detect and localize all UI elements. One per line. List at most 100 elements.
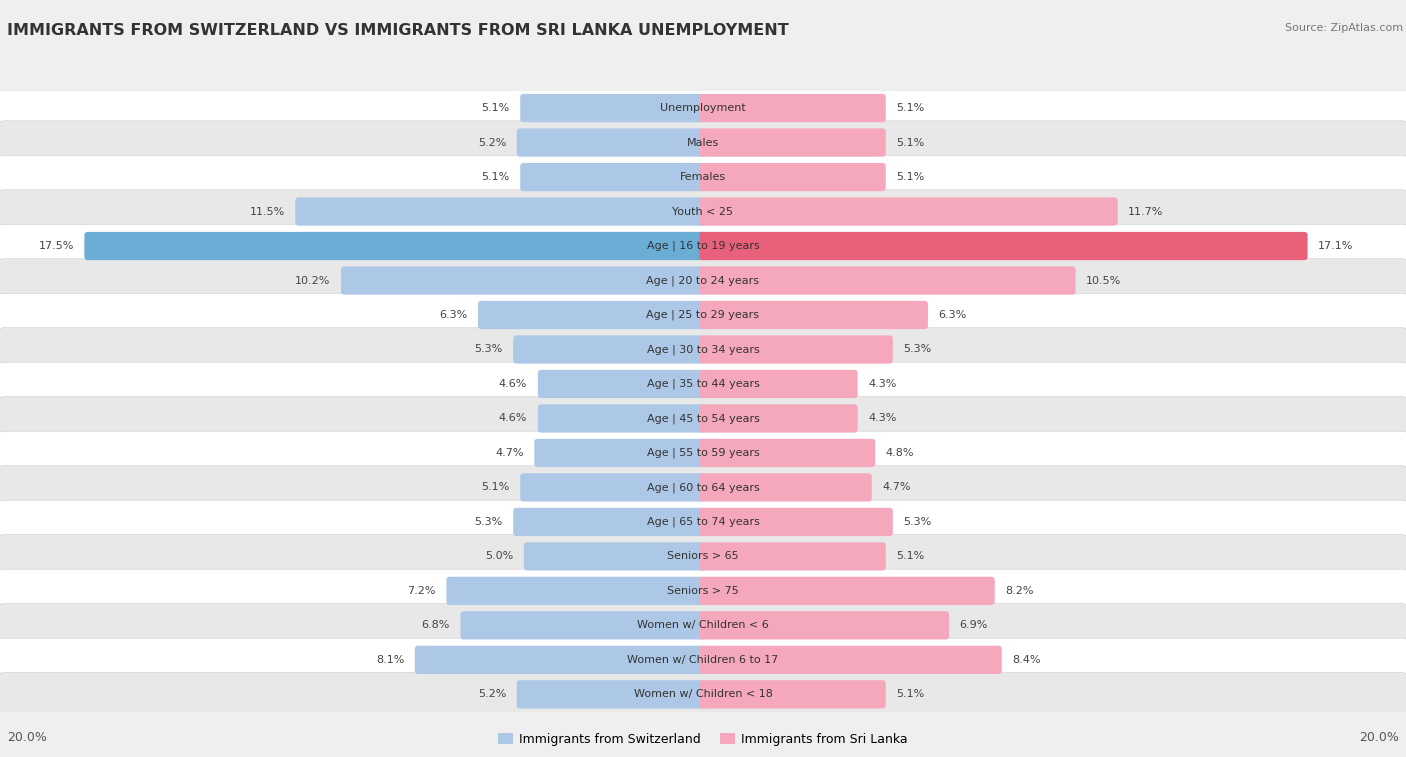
Text: 5.3%: 5.3% <box>474 517 503 527</box>
Text: Age | 25 to 29 years: Age | 25 to 29 years <box>647 310 759 320</box>
FancyBboxPatch shape <box>699 646 1001 674</box>
Text: 5.1%: 5.1% <box>897 690 925 699</box>
Text: Source: ZipAtlas.com: Source: ZipAtlas.com <box>1285 23 1403 33</box>
FancyBboxPatch shape <box>699 681 886 709</box>
Text: Age | 60 to 64 years: Age | 60 to 64 years <box>647 482 759 493</box>
FancyBboxPatch shape <box>0 328 1406 371</box>
Text: 6.3%: 6.3% <box>939 310 967 320</box>
Text: 5.1%: 5.1% <box>897 103 925 113</box>
FancyBboxPatch shape <box>699 508 893 536</box>
FancyBboxPatch shape <box>0 603 1406 647</box>
FancyBboxPatch shape <box>699 370 858 398</box>
Text: 10.2%: 10.2% <box>295 276 330 285</box>
FancyBboxPatch shape <box>699 163 886 192</box>
FancyBboxPatch shape <box>342 266 707 294</box>
FancyBboxPatch shape <box>295 198 707 226</box>
Text: 11.7%: 11.7% <box>1129 207 1164 217</box>
FancyBboxPatch shape <box>517 129 707 157</box>
Text: 17.1%: 17.1% <box>1319 241 1354 251</box>
Text: 5.1%: 5.1% <box>481 482 509 492</box>
FancyBboxPatch shape <box>513 508 707 536</box>
Text: Women w/ Children < 6: Women w/ Children < 6 <box>637 621 769 631</box>
Text: 20.0%: 20.0% <box>1360 731 1399 743</box>
Text: 5.1%: 5.1% <box>481 103 509 113</box>
Text: Youth < 25: Youth < 25 <box>672 207 734 217</box>
Text: 7.2%: 7.2% <box>408 586 436 596</box>
FancyBboxPatch shape <box>699 198 1118 226</box>
Text: Age | 30 to 34 years: Age | 30 to 34 years <box>647 344 759 355</box>
Text: Women w/ Children 6 to 17: Women w/ Children 6 to 17 <box>627 655 779 665</box>
FancyBboxPatch shape <box>537 370 707 398</box>
FancyBboxPatch shape <box>0 466 1406 509</box>
Text: Unemployment: Unemployment <box>661 103 745 113</box>
FancyBboxPatch shape <box>699 266 1076 294</box>
FancyBboxPatch shape <box>0 397 1406 440</box>
FancyBboxPatch shape <box>699 611 949 640</box>
Text: Age | 20 to 24 years: Age | 20 to 24 years <box>647 276 759 285</box>
FancyBboxPatch shape <box>513 335 707 363</box>
FancyBboxPatch shape <box>0 500 1406 544</box>
Text: Age | 16 to 19 years: Age | 16 to 19 years <box>647 241 759 251</box>
Text: 5.2%: 5.2% <box>478 138 506 148</box>
FancyBboxPatch shape <box>0 673 1406 716</box>
Text: Seniors > 65: Seniors > 65 <box>668 551 738 562</box>
Text: Females: Females <box>681 172 725 182</box>
FancyBboxPatch shape <box>0 121 1406 164</box>
Text: 11.5%: 11.5% <box>249 207 284 217</box>
Text: Age | 65 to 74 years: Age | 65 to 74 years <box>647 517 759 527</box>
Text: 8.4%: 8.4% <box>1012 655 1040 665</box>
FancyBboxPatch shape <box>0 190 1406 233</box>
FancyBboxPatch shape <box>461 611 707 640</box>
Text: 5.3%: 5.3% <box>474 344 503 354</box>
FancyBboxPatch shape <box>699 232 1308 260</box>
FancyBboxPatch shape <box>0 534 1406 578</box>
FancyBboxPatch shape <box>517 681 707 709</box>
Text: 4.7%: 4.7% <box>495 448 524 458</box>
Text: 8.2%: 8.2% <box>1005 586 1033 596</box>
FancyBboxPatch shape <box>0 431 1406 475</box>
FancyBboxPatch shape <box>520 473 707 502</box>
Text: 6.9%: 6.9% <box>959 621 988 631</box>
FancyBboxPatch shape <box>699 129 886 157</box>
FancyBboxPatch shape <box>0 259 1406 302</box>
FancyBboxPatch shape <box>524 542 707 571</box>
FancyBboxPatch shape <box>699 542 886 571</box>
Text: 5.1%: 5.1% <box>897 138 925 148</box>
FancyBboxPatch shape <box>0 86 1406 129</box>
Text: Age | 45 to 54 years: Age | 45 to 54 years <box>647 413 759 424</box>
FancyBboxPatch shape <box>0 224 1406 268</box>
Text: Age | 35 to 44 years: Age | 35 to 44 years <box>647 378 759 389</box>
Legend: Immigrants from Switzerland, Immigrants from Sri Lanka: Immigrants from Switzerland, Immigrants … <box>494 727 912 751</box>
Text: 6.8%: 6.8% <box>422 621 450 631</box>
Text: 4.7%: 4.7% <box>883 482 911 492</box>
Text: 20.0%: 20.0% <box>7 731 46 743</box>
FancyBboxPatch shape <box>0 638 1406 681</box>
Text: 4.8%: 4.8% <box>886 448 914 458</box>
FancyBboxPatch shape <box>520 94 707 122</box>
Text: 4.3%: 4.3% <box>868 413 897 423</box>
FancyBboxPatch shape <box>520 163 707 192</box>
Text: Seniors > 75: Seniors > 75 <box>666 586 740 596</box>
Text: IMMIGRANTS FROM SWITZERLAND VS IMMIGRANTS FROM SRI LANKA UNEMPLOYMENT: IMMIGRANTS FROM SWITZERLAND VS IMMIGRANT… <box>7 23 789 38</box>
Text: 5.3%: 5.3% <box>903 344 932 354</box>
Text: 5.1%: 5.1% <box>481 172 509 182</box>
FancyBboxPatch shape <box>0 569 1406 612</box>
Text: 17.5%: 17.5% <box>38 241 73 251</box>
FancyBboxPatch shape <box>415 646 707 674</box>
FancyBboxPatch shape <box>0 363 1406 406</box>
FancyBboxPatch shape <box>699 335 893 363</box>
Text: 5.3%: 5.3% <box>903 517 932 527</box>
Text: 5.0%: 5.0% <box>485 551 513 562</box>
FancyBboxPatch shape <box>699 94 886 122</box>
Text: 4.6%: 4.6% <box>499 413 527 423</box>
FancyBboxPatch shape <box>84 232 706 260</box>
Text: 5.1%: 5.1% <box>897 551 925 562</box>
FancyBboxPatch shape <box>0 293 1406 337</box>
FancyBboxPatch shape <box>699 301 928 329</box>
FancyBboxPatch shape <box>537 404 707 432</box>
FancyBboxPatch shape <box>0 155 1406 199</box>
FancyBboxPatch shape <box>699 404 858 432</box>
Text: 4.3%: 4.3% <box>868 379 897 389</box>
Text: 4.6%: 4.6% <box>499 379 527 389</box>
FancyBboxPatch shape <box>699 439 875 467</box>
